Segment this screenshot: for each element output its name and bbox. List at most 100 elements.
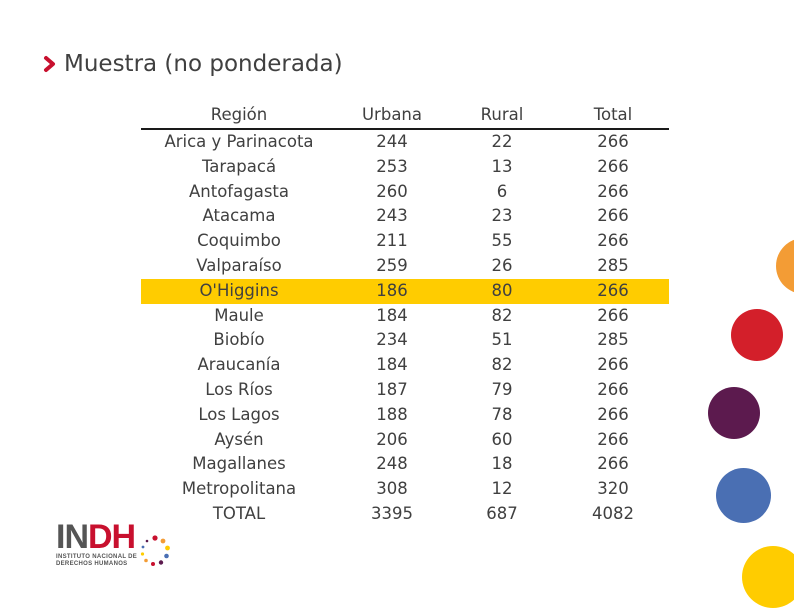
cell-region: Araucanía (197, 355, 281, 375)
header-rural: Rural (480, 105, 524, 124)
cell-urban: 184 (376, 355, 408, 375)
cell-total: 4082 (592, 503, 634, 523)
cell-region: Coquimbo (197, 231, 281, 251)
cell-total: 266 (597, 132, 629, 151)
table-row: Metropolitana 308 12 320 (141, 477, 669, 502)
cell-rural: 82 (491, 305, 513, 325)
cell-rural: 79 (491, 379, 513, 399)
cell-total: 285 (597, 330, 629, 350)
decorative-yellow-circle (742, 546, 794, 608)
cell-urban: 206 (376, 429, 408, 449)
logo-subtitle-line2: DERECHOS HUMANOS (56, 561, 128, 567)
header-total: Total (593, 105, 633, 124)
table-row: Magallanes 248 18 266 (141, 452, 669, 477)
table-row: Los Lagos 188 78 266 (141, 403, 669, 428)
cell-urban: 260 (376, 181, 408, 201)
table-row: Tarapacá 253 13 266 (141, 155, 669, 180)
cell-urban: 253 (376, 156, 408, 176)
cell-rural: 22 (491, 132, 513, 151)
cell-rural: 78 (491, 404, 513, 424)
header-region: Región (210, 105, 268, 124)
table-row: Antofagasta 260 6 266 (141, 180, 669, 205)
cell-urban: 184 (376, 305, 408, 325)
cell-region: Aysén (214, 429, 264, 449)
cell-region: Maule (214, 305, 264, 325)
cell-total: 320 (597, 479, 629, 499)
decorative-orange-circle (776, 238, 794, 294)
logo-subtitle-line1: INSTITUTO NACIONAL DE (56, 554, 138, 560)
cell-total: 266 (597, 379, 629, 399)
cell-urban: 243 (376, 206, 408, 226)
table-row: TOTAL 3395 687 4082 (141, 502, 669, 527)
cell-region: TOTAL (212, 503, 266, 523)
cell-total: 285 (597, 255, 629, 275)
cell-rural: 82 (491, 355, 513, 375)
table-body: Arica y Parinacota 244 22 266 Tarapacá 253 13 2… (141, 130, 669, 527)
cell-region: Biobío (213, 330, 265, 350)
cell-urban: 186 (376, 280, 408, 300)
indh-logo: INDH INSTITUTO NACIONAL DE DERECHOS HUMA… (56, 520, 176, 570)
cell-urban: 187 (376, 379, 408, 399)
cell-total: 266 (597, 429, 629, 449)
cell-urban: 211 (376, 231, 408, 251)
table-row: Maule 184 82 266 (141, 304, 669, 329)
table-row: Atacama 243 23 266 (141, 204, 669, 229)
cell-region: Arica y Parinacota (164, 132, 314, 151)
logo-suffix: DH (88, 518, 136, 556)
dots-ring-icon (140, 535, 170, 566)
cell-urban: 244 (376, 132, 408, 151)
cell-rural: 26 (491, 255, 513, 275)
cell-region: Antofagasta (189, 181, 289, 201)
cell-region: Los Lagos (198, 404, 280, 424)
logo-wordmark: INDH (56, 518, 136, 556)
cell-urban: 248 (376, 454, 408, 474)
slide-title: Muestra (no ponderada) (64, 51, 343, 77)
cell-total: 266 (597, 156, 629, 176)
table-row: Arica y Parinacota 244 22 266 (141, 130, 669, 155)
cell-urban: 3395 (371, 503, 413, 523)
cell-region: Valparaíso (196, 255, 282, 275)
cell-region: Magallanes (192, 454, 286, 474)
cell-region: Metropolitana (181, 479, 297, 499)
cell-total: 266 (597, 305, 629, 325)
cell-total: 266 (597, 206, 629, 226)
cell-total: 266 (597, 181, 629, 201)
cell-rural: 60 (491, 429, 513, 449)
sample-table: Región Urbana Rural Total Arica y Parina… (141, 103, 669, 527)
cell-total: 266 (597, 404, 629, 424)
cell-rural: 12 (491, 479, 513, 499)
cell-region: O'Higgins (199, 280, 279, 300)
cell-region: Atacama (202, 206, 276, 226)
table-row: Valparaíso 259 26 285 (141, 254, 669, 279)
header-urban: Urbana (361, 105, 422, 124)
cell-total: 266 (597, 355, 629, 375)
table-row: Aysén 206 60 266 (141, 428, 669, 453)
cell-rural: 687 (486, 503, 518, 523)
cell-urban: 188 (376, 404, 408, 424)
cell-region: Los Ríos (205, 379, 273, 399)
table-header: Región Urbana Rural Total (141, 103, 669, 130)
table-row: O'Higgins 186 80 266 (141, 278, 669, 304)
cell-rural: 51 (491, 330, 513, 350)
decorative-red-circle (731, 309, 783, 361)
table-row: Araucanía 184 82 266 (141, 353, 669, 378)
table-row: Los Ríos 187 79 266 (141, 378, 669, 403)
cell-region: Tarapacá (201, 156, 277, 176)
cell-urban: 234 (376, 330, 408, 350)
cell-rural: 23 (491, 206, 513, 226)
cell-urban: 308 (376, 479, 408, 499)
cell-rural: 18 (491, 454, 513, 474)
cell-rural: 6 (496, 181, 508, 201)
logo-prefix: IN (56, 518, 89, 556)
slide-header: Muestra (no ponderada) (42, 48, 343, 80)
chevron-right-icon (44, 56, 55, 72)
decorative-blue-circle (716, 468, 771, 523)
cell-total: 266 (597, 231, 629, 251)
cell-total: 266 (597, 280, 629, 300)
table-row: Coquimbo 211 55 266 (141, 229, 669, 254)
table-row: Biobío 234 51 285 (141, 328, 669, 353)
logo-subtitle: INSTITUTO NACIONAL DE DERECHOS HUMANOS (56, 554, 137, 568)
cell-rural: 13 (491, 156, 513, 176)
cell-urban: 259 (376, 255, 408, 275)
cell-total: 266 (597, 454, 629, 474)
